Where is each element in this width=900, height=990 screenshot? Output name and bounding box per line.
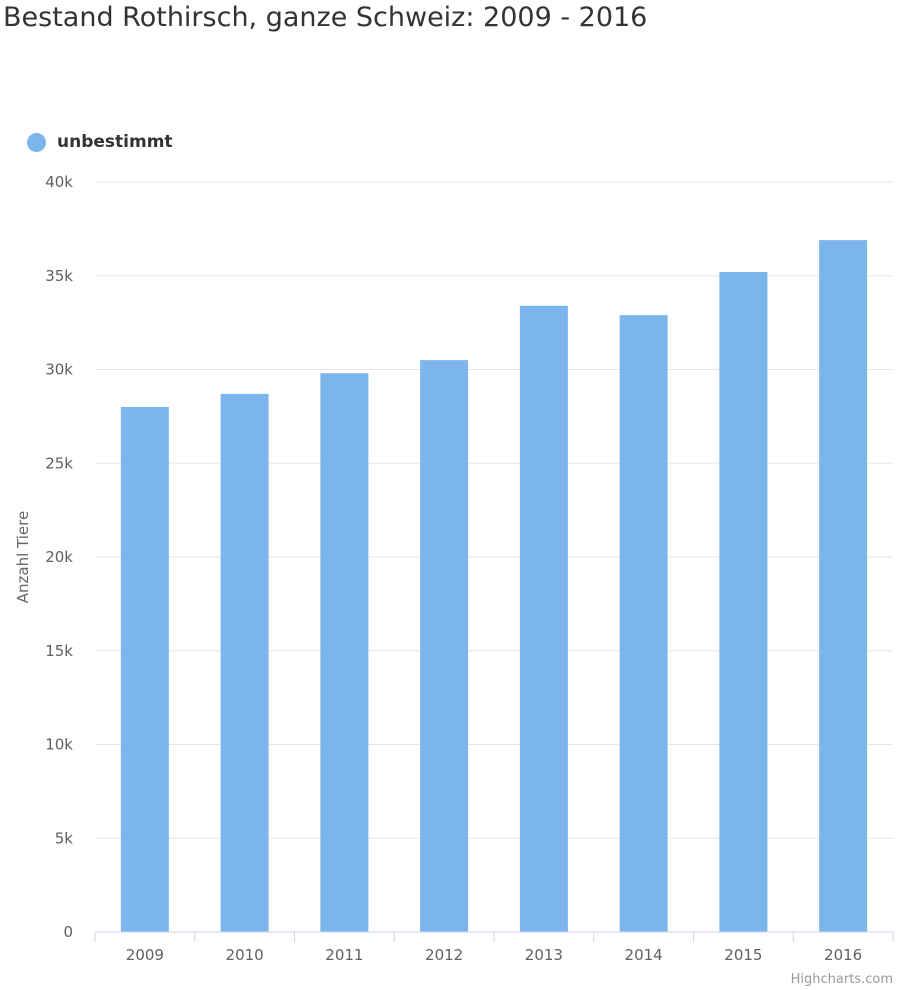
legend-label: unbestimmt	[57, 132, 173, 152]
y-tick-label: 15k	[45, 642, 73, 660]
x-tick-label: 2015	[724, 946, 762, 964]
y-tick-label: 35k	[45, 267, 73, 285]
x-tick-label: 2012	[425, 946, 463, 964]
x-tick-label: 2009	[126, 946, 164, 964]
x-tick-label: 2010	[226, 946, 264, 964]
grid-lines	[95, 181, 893, 839]
x-axis: 2009 2010 2011 2012 2013 2014 2015 2016	[94, 931, 894, 964]
bar-2014[interactable]	[619, 315, 668, 932]
chart-title: Bestand Rothirsch, ganze Schweiz: 2009 -…	[3, 2, 648, 33]
y-tick-label: 20k	[45, 548, 73, 566]
legend-marker-icon	[27, 132, 46, 152]
y-tick-label: 25k	[45, 454, 73, 472]
bar-2016[interactable]	[819, 240, 868, 932]
y-tick-label: 40k	[45, 173, 73, 191]
x-tick-label: 2013	[525, 946, 563, 964]
bar-2011[interactable]	[320, 373, 369, 932]
bars	[120, 240, 868, 932]
x-tick-label: 2016	[824, 946, 862, 964]
credits-link[interactable]: Highcharts.com	[791, 972, 893, 987]
y-tick-label: 0	[63, 923, 73, 941]
x-tick-label: 2011	[325, 946, 363, 964]
y-tick-label: 10k	[45, 736, 73, 754]
legend-item[interactable]: unbestimmt	[27, 132, 173, 152]
y-axis-title: Anzahl Tiere	[14, 511, 32, 603]
y-axis: 0 5k 10k 15k 20k 25k 30k 35k 40k	[45, 173, 73, 941]
x-tick-label: 2014	[625, 946, 663, 964]
bar-2015[interactable]	[719, 272, 768, 932]
bar-2013[interactable]	[519, 305, 568, 932]
y-tick-label: 5k	[55, 829, 74, 847]
bar-2012[interactable]	[420, 360, 469, 932]
y-tick-label: 30k	[45, 361, 73, 379]
bar-2010[interactable]	[220, 393, 269, 932]
bar-2009[interactable]	[120, 407, 169, 932]
